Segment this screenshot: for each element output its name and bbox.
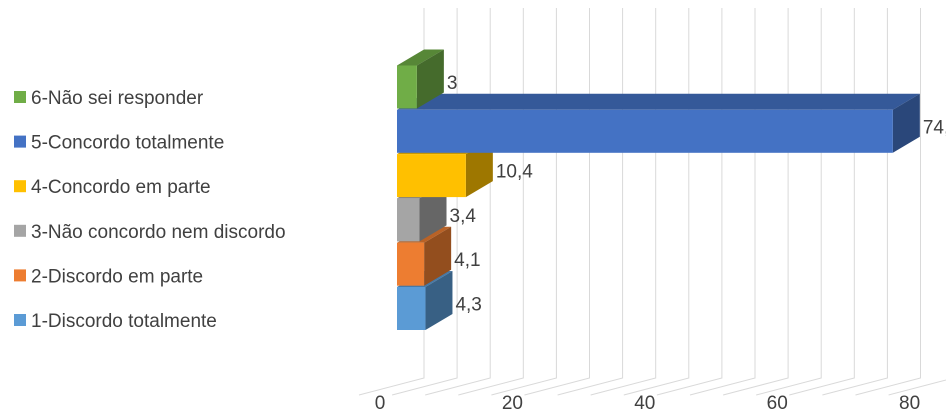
bar-front-face (397, 65, 417, 109)
legend-label: 6-Não sei responder (31, 88, 204, 109)
bar-side-face (425, 271, 453, 330)
x-tick-label: 20 (502, 393, 523, 411)
bars (397, 49, 920, 330)
legend-label: 1-Discordo totalmente (31, 311, 217, 332)
data-labels: 4,3 4,1 3,4 10,4 74,9 3 (447, 73, 946, 316)
gridline (689, 8, 756, 396)
legend-entry: 4-Concordo em parte (14, 177, 211, 198)
bar-side-face (416, 49, 444, 109)
gridline (557, 8, 624, 396)
gridline (590, 8, 657, 396)
x-tick-label: 80 (899, 393, 920, 411)
bar-side-face (419, 182, 447, 242)
legend-label: 3-Não concordo nem discordo (31, 222, 286, 243)
x-tick-label: 0 (375, 393, 386, 411)
bar-front-face (397, 109, 893, 153)
bar-side-face (892, 93, 920, 153)
legend-swatch (14, 91, 26, 103)
bar-side-face (424, 226, 452, 286)
legend: 6-Não sei responder 5-Concordo totalmente… (14, 88, 286, 332)
legend-label: 2-Discordo em parte (31, 266, 203, 287)
bar (397, 49, 444, 109)
legend-swatch (14, 180, 26, 193)
gridline (458, 8, 524, 396)
legend-entry: 3-Não concordo nem discordo (14, 222, 286, 243)
legend-label: 5-Concordo totalmente (31, 133, 224, 154)
gridline (524, 8, 590, 396)
bar-top-face (397, 93, 920, 110)
x-tick-label: 60 (767, 393, 788, 411)
data-label: 4,3 (455, 295, 481, 316)
legend-entry: 6-Não sei responder (14, 88, 204, 109)
x-tick-label: 40 (634, 393, 655, 411)
gridline (855, 8, 921, 396)
legend-entry: 5-Concordo totalmente (14, 133, 224, 154)
legend-entry: 1-Discordo totalmente (14, 311, 217, 332)
data-label: 3 (447, 73, 458, 94)
gridlines (358, 8, 946, 396)
legend-swatch (14, 269, 26, 282)
bar-front-face (397, 287, 426, 330)
bar-front-face (397, 198, 420, 242)
legend-entry: 2-Discordo em parte (14, 266, 203, 287)
gridline (623, 8, 690, 396)
x-axis-ticks: 0 20 40 60 80 (375, 393, 920, 411)
data-label: 10,4 (496, 162, 533, 183)
legend-label: 4-Concordo em parte (31, 177, 211, 198)
gridline (722, 8, 789, 396)
bar (397, 93, 920, 153)
gridline (491, 8, 557, 396)
bar-front-face (397, 242, 425, 286)
legend-swatch (14, 135, 26, 148)
legend-swatch (14, 224, 26, 237)
data-label: 74,9 (923, 117, 946, 138)
bar-front-face (397, 154, 466, 198)
legend-swatch (14, 314, 26, 326)
data-label: 3,4 (450, 206, 477, 227)
data-label: 4,1 (454, 250, 480, 271)
gridline (888, 379, 946, 396)
gridline (822, 8, 888, 396)
gridline (656, 8, 723, 396)
bar-side-face (465, 138, 493, 198)
gridline (756, 8, 822, 396)
bar-top-face (397, 49, 444, 66)
gridline (789, 8, 855, 396)
